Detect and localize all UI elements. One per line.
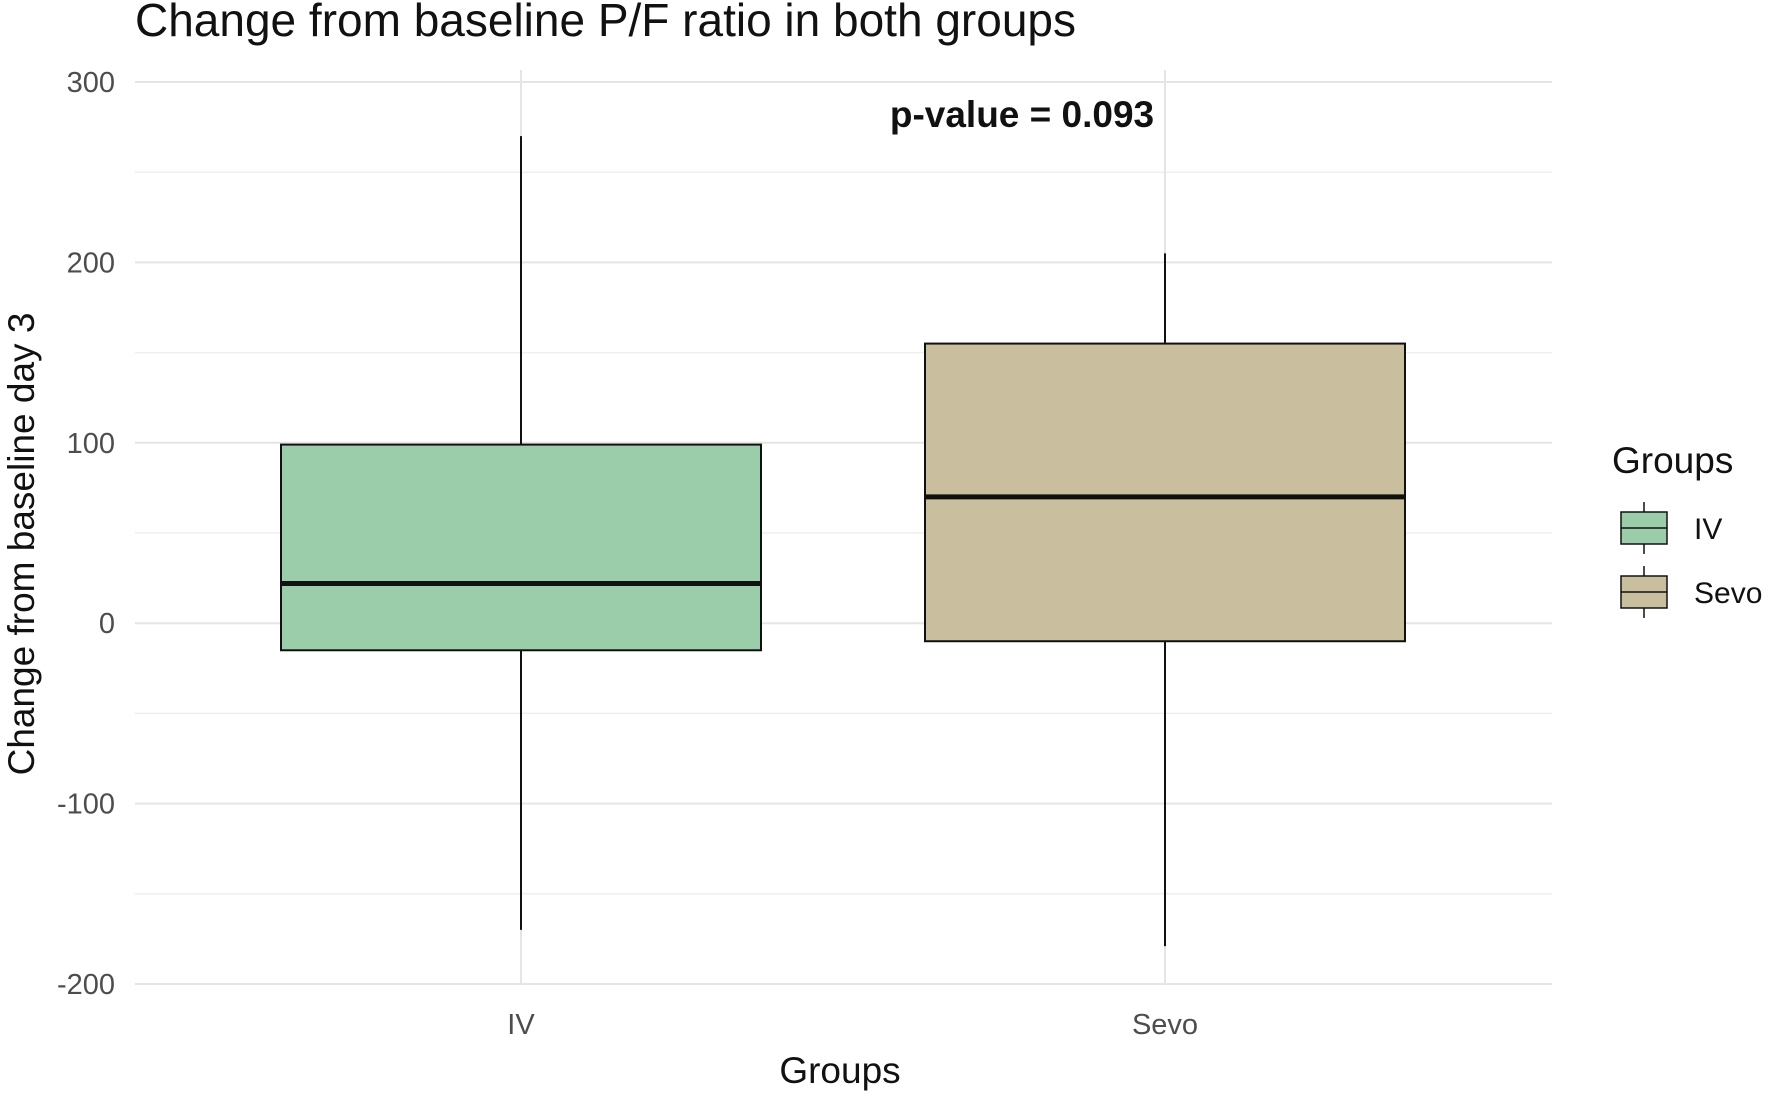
y-axis-title: Change from baseline day 3 <box>1 313 42 776</box>
legend-item-iv: IV <box>1620 502 1722 554</box>
box-layer <box>280 136 1406 947</box>
y-tick-label: 200 <box>67 247 115 279</box>
x-axis-title: Groups <box>779 1050 900 1091</box>
p-value-annotation: p-value = 0.093 <box>890 94 1154 135</box>
y-tick-label: -200 <box>57 969 115 1001</box>
x-tick-label: IV <box>507 1009 535 1041</box>
iqr-box <box>924 342 1406 643</box>
y-tick-label: -100 <box>57 789 115 821</box>
y-tick-label: 100 <box>67 428 115 460</box>
x-tick-label: Sevo <box>1132 1009 1198 1041</box>
y-tick-label: 0 <box>99 608 115 640</box>
tick-layer: -200 -100 0 100 200 300 IV Sevo <box>57 67 1198 1041</box>
legend-label: Sevo <box>1694 577 1762 610</box>
legend-label: IV <box>1694 513 1722 546</box>
legend-item-sevo: Sevo <box>1620 566 1762 618</box>
y-tick-label: 300 <box>67 67 115 99</box>
iqr-box <box>280 443 762 652</box>
chart-title: Change from baseline P/F ratio in both g… <box>135 0 1076 46</box>
legend-title: Groups <box>1612 440 1733 481</box>
box-sevo <box>924 253 1406 947</box>
box-iv <box>280 136 762 930</box>
legend: Groups IV Sevo <box>1612 440 1762 618</box>
legend-items: IV Sevo <box>1620 502 1762 618</box>
